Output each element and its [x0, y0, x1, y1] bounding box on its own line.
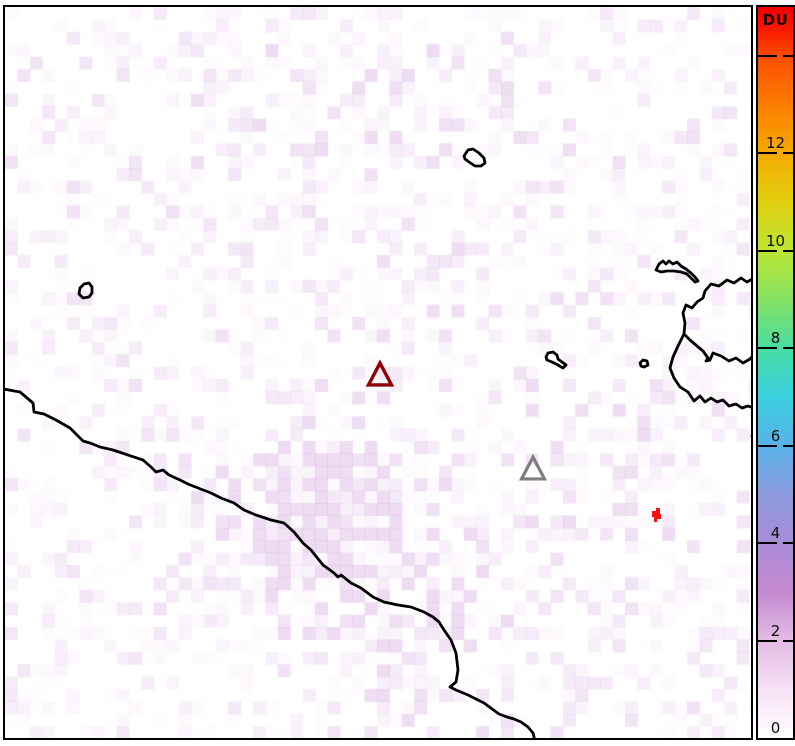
colorbar-tick-line: [783, 347, 793, 350]
colorbar-tick-line: [783, 542, 793, 545]
colorbar-tick-line: [758, 249, 778, 252]
colorbar-tick-line: [758, 639, 778, 642]
colorbar: 12 10 8 6 4 2 0 DU: [756, 5, 795, 740]
colorbar-gradient: [758, 7, 793, 738]
coastline-path: [681, 276, 751, 365]
volcano-marker-gray: [518, 453, 548, 481]
coastline-path: [77, 281, 94, 300]
coastline-path: [544, 350, 568, 370]
colorbar-tick-line: [758, 347, 778, 350]
coastline-path: [5, 387, 536, 738]
colorbar-tick-label: 2: [770, 621, 781, 640]
colorbar-unit-label: DU: [762, 11, 789, 29]
map-panel: [3, 5, 753, 740]
colorbar-tick-label: 8: [770, 329, 781, 348]
colorbar-tick-label: 6: [770, 426, 781, 445]
colorbar-tick-line: [783, 152, 793, 155]
colorbar-tick-line: [783, 444, 793, 447]
coastline-path: [654, 259, 700, 284]
coastline-path: [638, 358, 650, 369]
so2-hotspot: [652, 508, 661, 522]
coastline-overlay: [5, 147, 751, 738]
colorbar-tick-line: [783, 249, 793, 252]
colorbar-tick-line: [783, 639, 793, 642]
colorbar-tick-label: 12: [765, 134, 786, 153]
colorbar-tick-line: [758, 54, 778, 57]
colorbar-tick-line: [758, 152, 778, 155]
coastline-path: [668, 332, 751, 410]
volcano-marker-dark-red: [365, 359, 395, 387]
colorbar-tick-label: 10: [765, 231, 786, 250]
colorbar-tick-label: 0: [770, 719, 781, 737]
pixel-field-canvas: [5, 7, 751, 738]
colorbar-tick-line: [758, 542, 778, 545]
colorbar-tick-label: 4: [770, 524, 781, 543]
colorbar-tick-line: [758, 444, 778, 447]
coastline-path: [462, 147, 487, 168]
colorbar-tick-line: [783, 54, 793, 57]
